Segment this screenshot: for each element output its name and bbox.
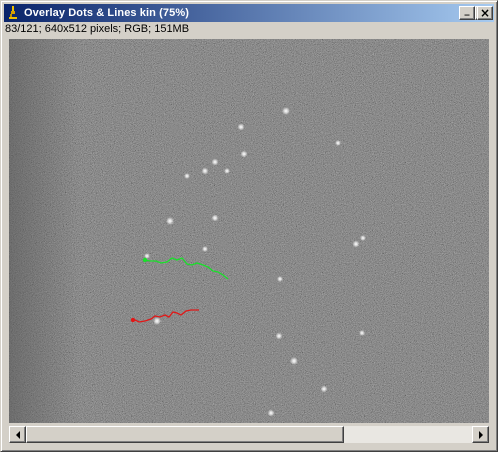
minimize-icon: _	[464, 5, 470, 16]
red-track-line	[132, 309, 199, 323]
microscopy-image	[9, 39, 489, 423]
close-button[interactable]: ×	[477, 6, 493, 20]
arrow-left-icon	[15, 430, 20, 439]
bright-dots	[144, 107, 366, 417]
title-bar[interactable]: Overlay Dots & Lines kin (75%) _ □ ×	[4, 4, 494, 22]
scroll-right-button[interactable]	[472, 426, 489, 443]
image-canvas[interactable]	[9, 39, 489, 423]
green-track-start-dot	[142, 257, 148, 263]
window-title: Overlay Dots & Lines kin (75%)	[24, 7, 189, 19]
microscope-icon	[6, 5, 20, 21]
horizontal-scrollbar[interactable]	[9, 426, 489, 443]
scrollbar-thumb[interactable]	[26, 426, 344, 443]
image-info-line: 83/121; 640x512 pixels; RGB; 151MB	[5, 23, 190, 35]
green-track-line	[144, 257, 229, 280]
red-track-start-dot	[130, 317, 136, 323]
scroll-left-button[interactable]	[9, 426, 26, 443]
faint-cells	[88, 120, 395, 416]
close-icon: ×	[479, 6, 491, 20]
minimize-button[interactable]: _	[459, 6, 475, 20]
arrow-right-icon	[478, 430, 483, 439]
